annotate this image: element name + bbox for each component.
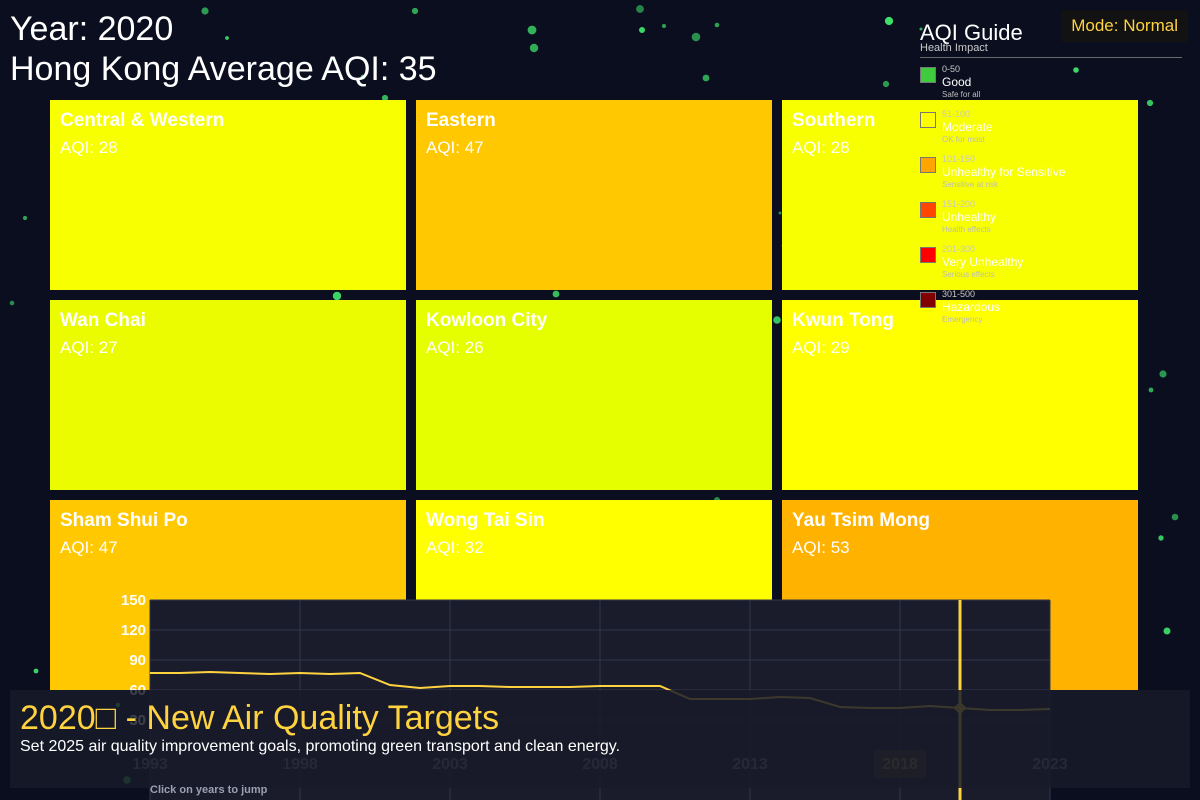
- legend-label: Hazardous: [942, 300, 1001, 314]
- district-tile[interactable]: Kowloon City AQI: 26: [416, 300, 772, 490]
- pollution-particle: [332, 291, 342, 301]
- legend-desc: OK for most: [942, 135, 985, 144]
- legend-swatch: [920, 247, 936, 263]
- legend-range: 101-150: [942, 154, 976, 164]
- pollution-particle: [884, 16, 894, 26]
- district-name: Central & Western: [60, 110, 225, 131]
- legend-range: 301-500: [942, 289, 976, 299]
- district-name: Southern: [792, 110, 876, 131]
- pollution-particle: [702, 74, 710, 82]
- pollution-particle: [661, 23, 667, 29]
- district-tile[interactable]: Eastern AQI: 47: [416, 100, 772, 290]
- legend-swatch: [920, 112, 936, 128]
- district-tile[interactable]: Wan Chai AQI: 27: [50, 300, 406, 490]
- legend-desc: Health effects: [942, 225, 991, 234]
- district-name: Yau Tsim Mong: [792, 510, 930, 531]
- district-aqi: AQI: 32: [426, 538, 484, 557]
- legend-desc: Safe for all: [942, 90, 981, 99]
- average-aqi-title: Hong Kong Average AQI: 35: [10, 50, 437, 88]
- district-name: Kowloon City: [426, 310, 548, 331]
- district-aqi: AQI: 53: [792, 538, 850, 557]
- year-title: Year: 2020: [10, 10, 174, 48]
- event-title: 2020□ - New Air Quality Targets: [20, 699, 500, 737]
- district-tile[interactable]: Southern AQI: 28: [782, 100, 1138, 290]
- pollution-particle: [1148, 387, 1154, 393]
- legend-swatch: [920, 292, 936, 308]
- legend-desc: Serious effects: [942, 270, 995, 279]
- legend-title: AQI Guide: [920, 20, 1023, 45]
- aqi-legend: AQI Guide Health Impact 0-50 Good Safe for…: [920, 18, 1182, 328]
- legend-item: 101-150 Unhealthy for Sensitive Sensitive …: [920, 148, 1182, 193]
- legend-range: 151-200: [942, 199, 976, 209]
- district-aqi: AQI: 26: [426, 338, 484, 357]
- mode-toggle-button[interactable]: Mode: Normal: [1061, 10, 1188, 42]
- header: Year: 2020 Hong Kong Average AQI: 35: [10, 10, 437, 88]
- pollution-particle: [1171, 513, 1179, 521]
- y-tick-label: 150: [121, 592, 146, 609]
- pollution-particle: [552, 290, 560, 298]
- district-name: Eastern: [426, 110, 496, 131]
- district-name: Wong Tai Sin: [426, 510, 545, 531]
- pollution-particle: [636, 5, 644, 13]
- pollution-particle: [691, 32, 701, 42]
- legend-label: Very Unhealthy: [942, 255, 1024, 269]
- district-aqi: AQI: 28: [792, 138, 850, 157]
- timeline-hint: Click on years to jump: [150, 784, 268, 796]
- legend-range: 201-300: [942, 244, 976, 254]
- legend-item: 201-300 Very Unhealthy Serious effects: [920, 238, 1182, 283]
- pollution-particle: [1158, 535, 1164, 541]
- event-overlay: 2020□ - New Air Quality Targets Set 2025…: [10, 690, 1190, 788]
- pollution-particle: [9, 300, 15, 306]
- district-aqi: AQI: 29: [792, 338, 850, 357]
- legend-subtitle: Health Impact: [920, 42, 1182, 58]
- legend-desc: Emergency: [942, 315, 983, 324]
- district-aqi: AQI: 47: [60, 538, 118, 557]
- legend-range: 0-50: [942, 64, 961, 74]
- district-aqi: AQI: 28: [60, 138, 118, 157]
- district-name: Sham Shui Po: [60, 510, 188, 531]
- pollution-particle: [1163, 627, 1171, 635]
- y-tick-label: 90: [129, 652, 146, 669]
- pollution-particle: [33, 668, 39, 674]
- legend-label: Unhealthy: [942, 210, 997, 224]
- legend-swatch: [920, 157, 936, 173]
- legend-swatch: [920, 67, 936, 83]
- pollution-particle: [639, 27, 645, 33]
- pollution-particle: [773, 316, 781, 324]
- legend-label: Unhealthy for Sensitive: [942, 165, 1066, 179]
- legend-item: 51-100 Moderate OK for most: [920, 103, 1182, 148]
- legend-range: 51-100: [942, 109, 971, 119]
- legend-item: 301-500 Hazardous Emergency: [920, 283, 1182, 328]
- district-aqi: AQI: 27: [60, 338, 118, 357]
- legend-item: 151-200 Unhealthy Health effects: [920, 193, 1182, 238]
- legend-label: Good: [942, 75, 972, 89]
- legend-item: 0-50 Good Safe for all: [920, 58, 1182, 103]
- legend-desc: Sensitive at risk: [942, 180, 999, 189]
- district-name: Wan Chai: [60, 310, 146, 331]
- legend-swatch: [920, 202, 936, 218]
- y-tick-label: 120: [121, 622, 146, 639]
- pollution-particle: [529, 43, 539, 53]
- pollution-particle: [1159, 370, 1167, 378]
- pollution-particle: [714, 22, 720, 28]
- legend-label: Moderate: [942, 120, 993, 134]
- district-tile[interactable]: Central & Western AQI: 28: [50, 100, 406, 290]
- district-aqi: AQI: 47: [426, 138, 484, 157]
- pollution-particle: [527, 25, 537, 35]
- district-name: Kwun Tong: [792, 310, 895, 331]
- district-tile[interactable]: Kwun Tong AQI: 29: [782, 300, 1138, 490]
- event-description: Set 2025 air quality improvement goals, …: [20, 738, 621, 755]
- pollution-particle: [882, 80, 890, 88]
- pollution-particle: [22, 215, 28, 221]
